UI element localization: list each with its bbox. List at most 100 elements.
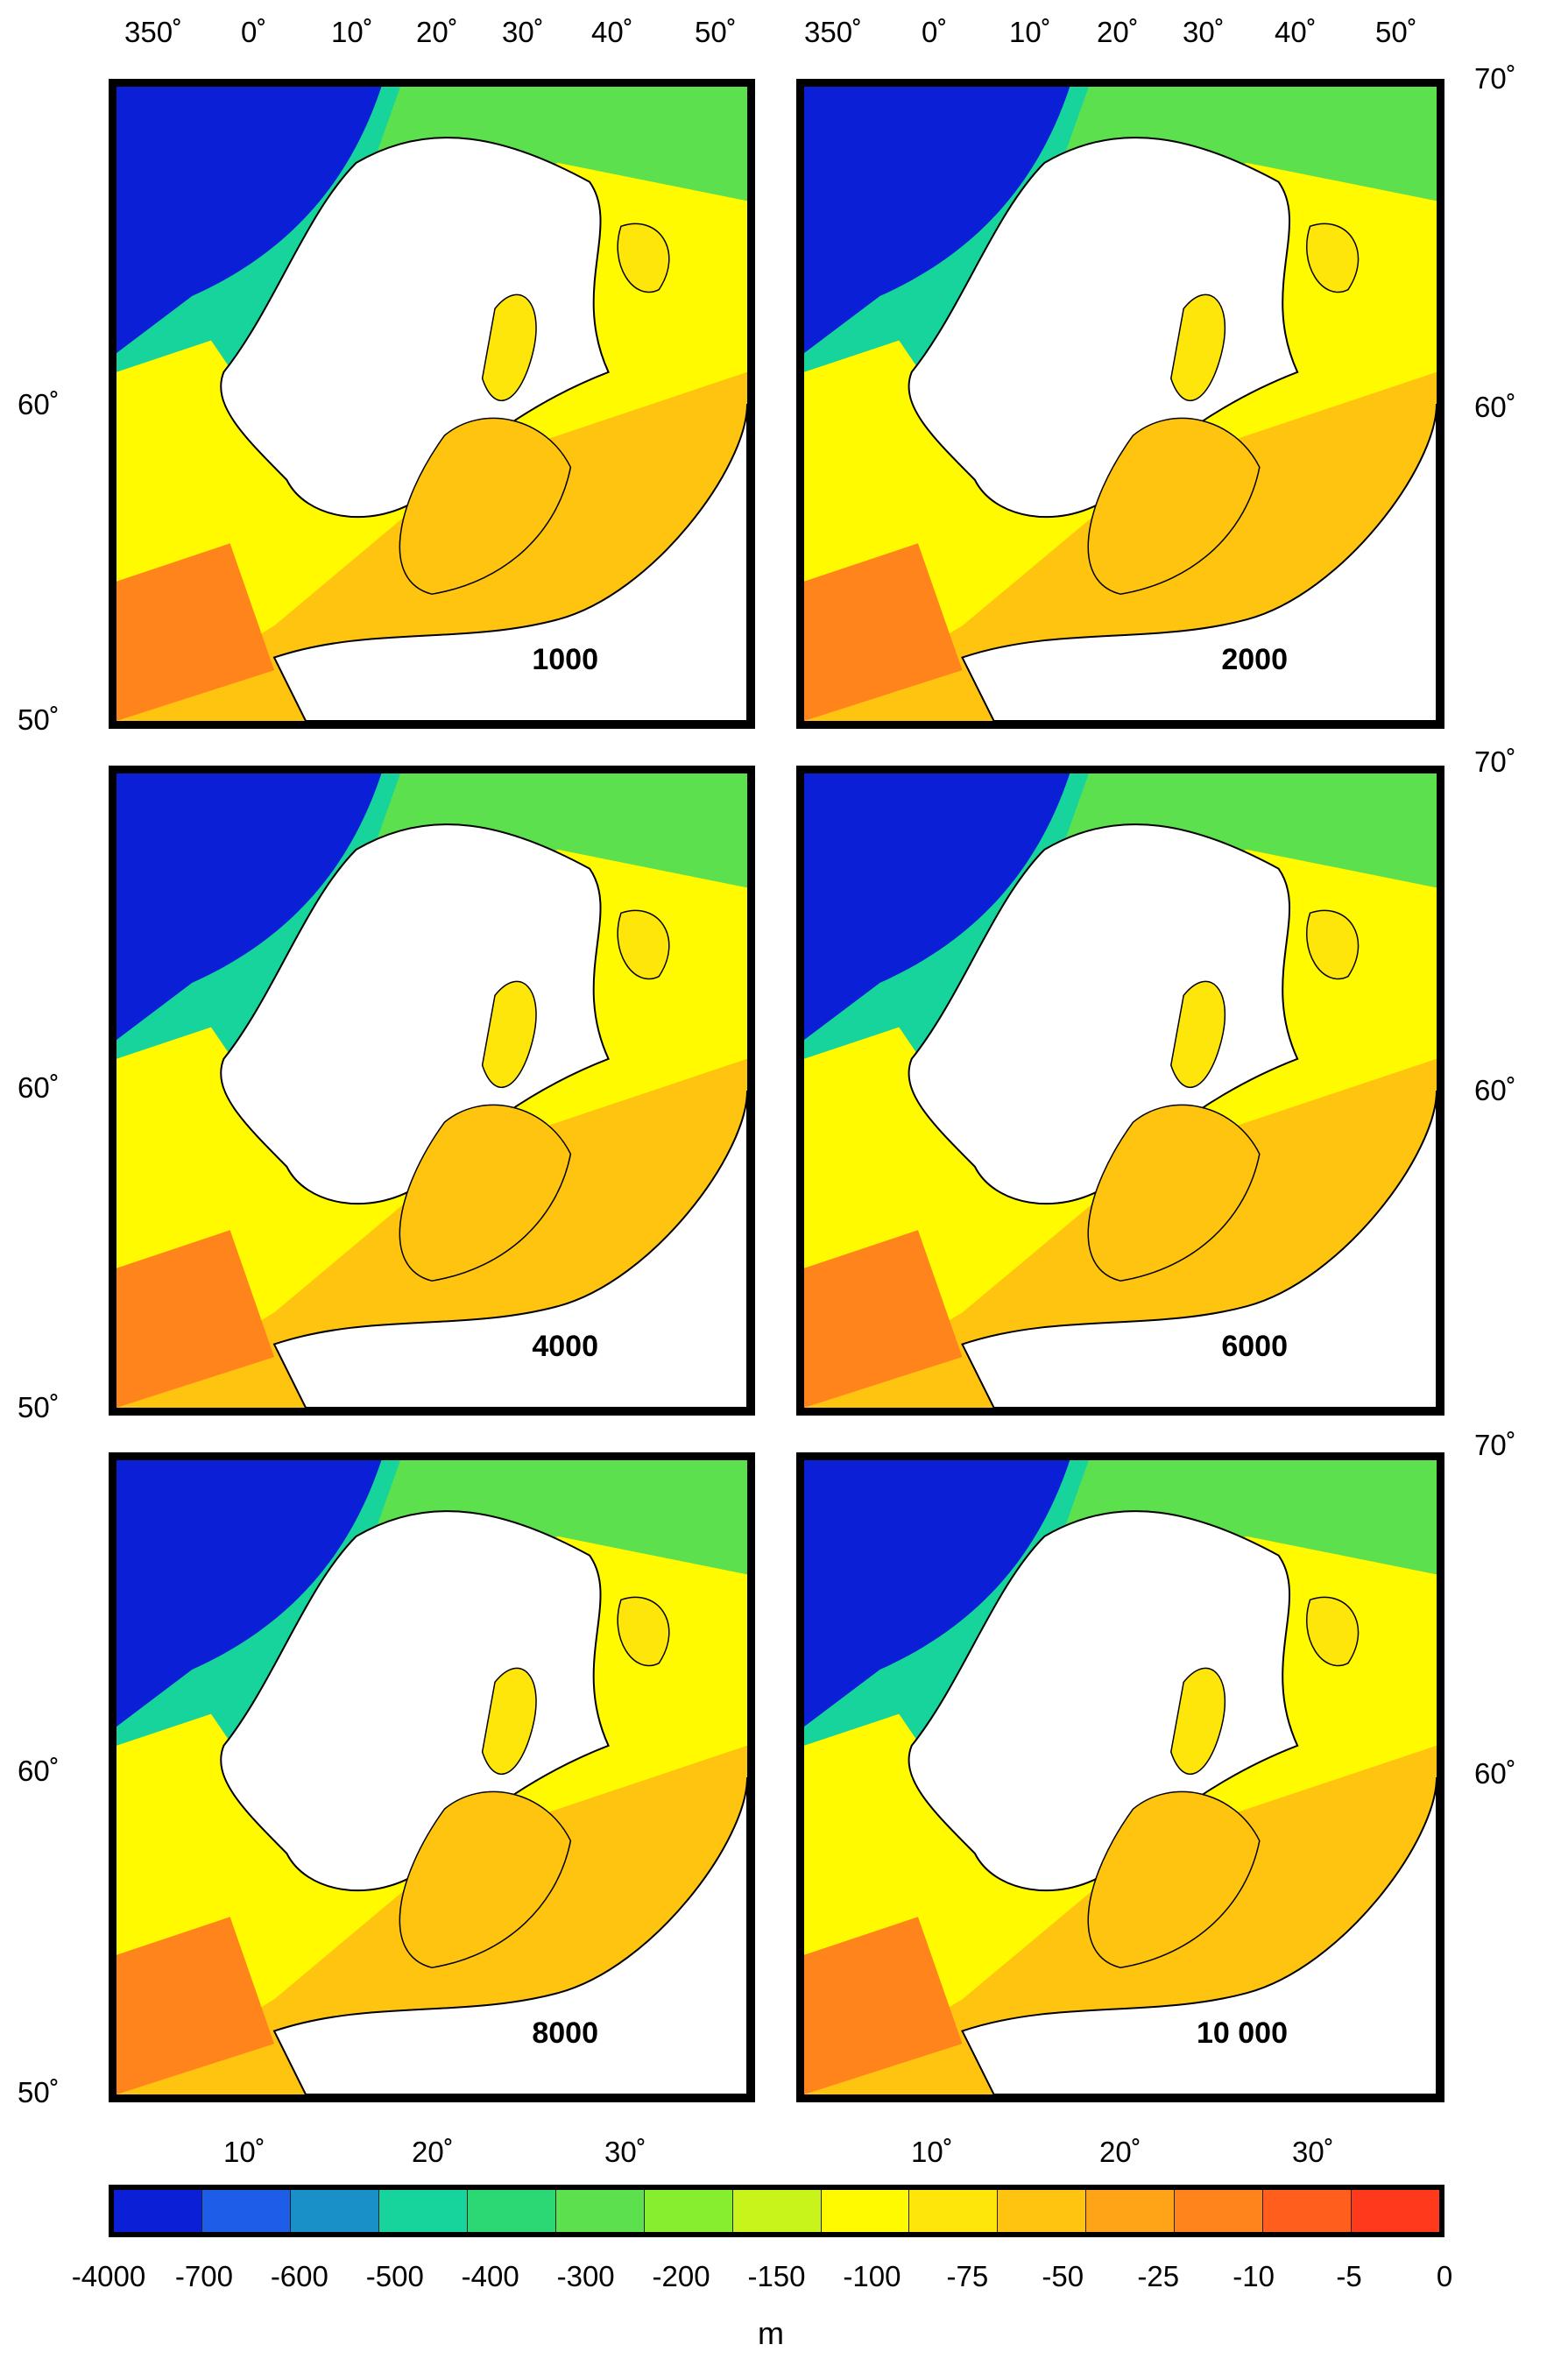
- continent-land: [961, 1776, 1437, 2094]
- bathymetry-map: [804, 87, 1437, 721]
- lon-label: 20˚: [416, 16, 458, 48]
- lat-label: 60˚: [18, 1071, 60, 1104]
- white-sea: [617, 222, 670, 293]
- panel-label: 6000: [1221, 1330, 1288, 1363]
- coastal-shallows: [117, 1917, 274, 2094]
- bathymetry-map: [117, 87, 747, 721]
- lon-label: 20˚: [412, 2136, 454, 2168]
- continent-land: [272, 1776, 747, 2094]
- gulf-of-bothnia: [481, 293, 537, 401]
- colorbar-tick-label: -5: [1336, 2260, 1362, 2292]
- lon-label: 50˚: [1375, 16, 1417, 48]
- colorbar-tick-label: -300: [556, 2260, 615, 2292]
- bathymetry-map: [117, 773, 747, 1408]
- gulf-of-bothnia: [481, 980, 537, 1088]
- lon-label: 350˚: [804, 16, 863, 48]
- colorbar-swatch: [732, 2190, 822, 2232]
- baltic-sea: [1087, 1104, 1261, 1282]
- lat-label: 50˚: [18, 2076, 60, 2108]
- baltic-sea: [399, 417, 572, 595]
- coastal-shallows: [117, 543, 274, 721]
- colorbar-swatch: [114, 2190, 202, 2232]
- map-panel-4000: 4000: [109, 766, 755, 1416]
- colorbar-swatch: [201, 2190, 291, 2232]
- colorbar: [109, 2185, 1444, 2237]
- colorbar-tick-label: -4000: [71, 2260, 146, 2292]
- panel-label: 10 000: [1197, 2016, 1288, 2050]
- lat-label: 70˚: [1474, 745, 1516, 778]
- deep-ocean: [117, 87, 382, 354]
- colorbar-tick-label: -600: [270, 2260, 328, 2292]
- colorbar-swatch: [909, 2190, 999, 2232]
- colorbar-tick-label: -200: [652, 2260, 710, 2292]
- lon-label: 30˚: [604, 2136, 646, 2168]
- deep-ocean: [804, 87, 1070, 354]
- lat-label: 50˚: [18, 1391, 60, 1423]
- deep-ocean: [117, 773, 382, 1041]
- white-sea: [1306, 222, 1360, 293]
- deep-ocean: [804, 1460, 1070, 1727]
- map-panel-8000: 8000: [109, 1452, 755, 2102]
- lon-label: 10˚: [911, 2136, 953, 2168]
- lon-label: 10˚: [1009, 16, 1051, 48]
- colorbar-tick-label: -100: [843, 2260, 901, 2292]
- map-panel-1000: 1000: [109, 79, 755, 729]
- continent-land: [272, 403, 747, 721]
- colorbar-tick-label: -700: [174, 2260, 233, 2292]
- lon-label: 0˚: [241, 16, 267, 48]
- white-sea: [617, 1596, 670, 1667]
- bathymetry-map: [804, 1460, 1437, 2094]
- lon-label: 10˚: [331, 16, 373, 48]
- colorbar-swatch: [467, 2190, 556, 2232]
- panel-label: 4000: [532, 1330, 598, 1363]
- panel-label: 1000: [532, 643, 598, 676]
- deep-ocean: [117, 1460, 382, 1727]
- lon-label: 30˚: [1292, 2136, 1334, 2168]
- colorbar-tick-label: -50: [1042, 2260, 1084, 2292]
- panel-label: 2000: [1221, 643, 1288, 676]
- lon-label: 50˚: [695, 16, 737, 48]
- colorbar-tick-label: -500: [365, 2260, 424, 2292]
- deep-ocean: [804, 773, 1070, 1041]
- colorbar-tick-label: -25: [1137, 2260, 1180, 2292]
- lon-label: 20˚: [1099, 2136, 1141, 2168]
- colorbar-tick-label: -10: [1233, 2260, 1275, 2292]
- colorbar-tick-label: -150: [747, 2260, 806, 2292]
- colorbar-swatch: [1086, 2190, 1176, 2232]
- colorbar-swatch: [1352, 2190, 1440, 2232]
- lat-label: 60˚: [1474, 1074, 1516, 1106]
- colorbar-tick-label: -400: [461, 2260, 519, 2292]
- colorbar-swatch: [821, 2190, 910, 2232]
- coastal-shallows: [804, 1917, 963, 2094]
- colorbar-unit: m: [758, 2315, 784, 2351]
- colorbar-swatch: [1175, 2190, 1264, 2232]
- gulf-of-bothnia: [1169, 980, 1226, 1088]
- lon-label: 30˚: [1183, 16, 1225, 48]
- continent-land: [272, 1090, 747, 1408]
- colorbar-tick-label: -75: [946, 2260, 989, 2292]
- colorbar-swatch: [378, 2190, 468, 2232]
- map-panel-10000: 10 000: [796, 1452, 1444, 2102]
- continent-land: [961, 1090, 1437, 1408]
- panel-label: 8000: [532, 2016, 598, 2050]
- baltic-sea: [1087, 417, 1261, 595]
- lon-label: 10˚: [223, 2136, 265, 2168]
- colorbar-swatch: [644, 2190, 733, 2232]
- lon-label: 40˚: [1275, 16, 1317, 48]
- bathymetry-map: [117, 1460, 747, 2094]
- lat-label: 60˚: [1474, 391, 1516, 423]
- colorbar-swatch: [1263, 2190, 1353, 2232]
- coastal-shallows: [804, 543, 963, 721]
- coastal-shallows: [804, 1230, 963, 1408]
- lat-label: 70˚: [1474, 1429, 1516, 1461]
- colorbar-swatch: [998, 2190, 1087, 2232]
- lon-label: 20˚: [1097, 16, 1139, 48]
- colorbar-tick-label: 0: [1436, 2260, 1453, 2292]
- lon-label: 40˚: [591, 16, 633, 48]
- map-panel-2000: 2000: [796, 79, 1444, 729]
- coastal-shallows: [117, 1230, 274, 1408]
- gulf-of-bothnia: [481, 1667, 537, 1775]
- baltic-sea: [399, 1104, 572, 1282]
- lat-label: 70˚: [1474, 62, 1516, 95]
